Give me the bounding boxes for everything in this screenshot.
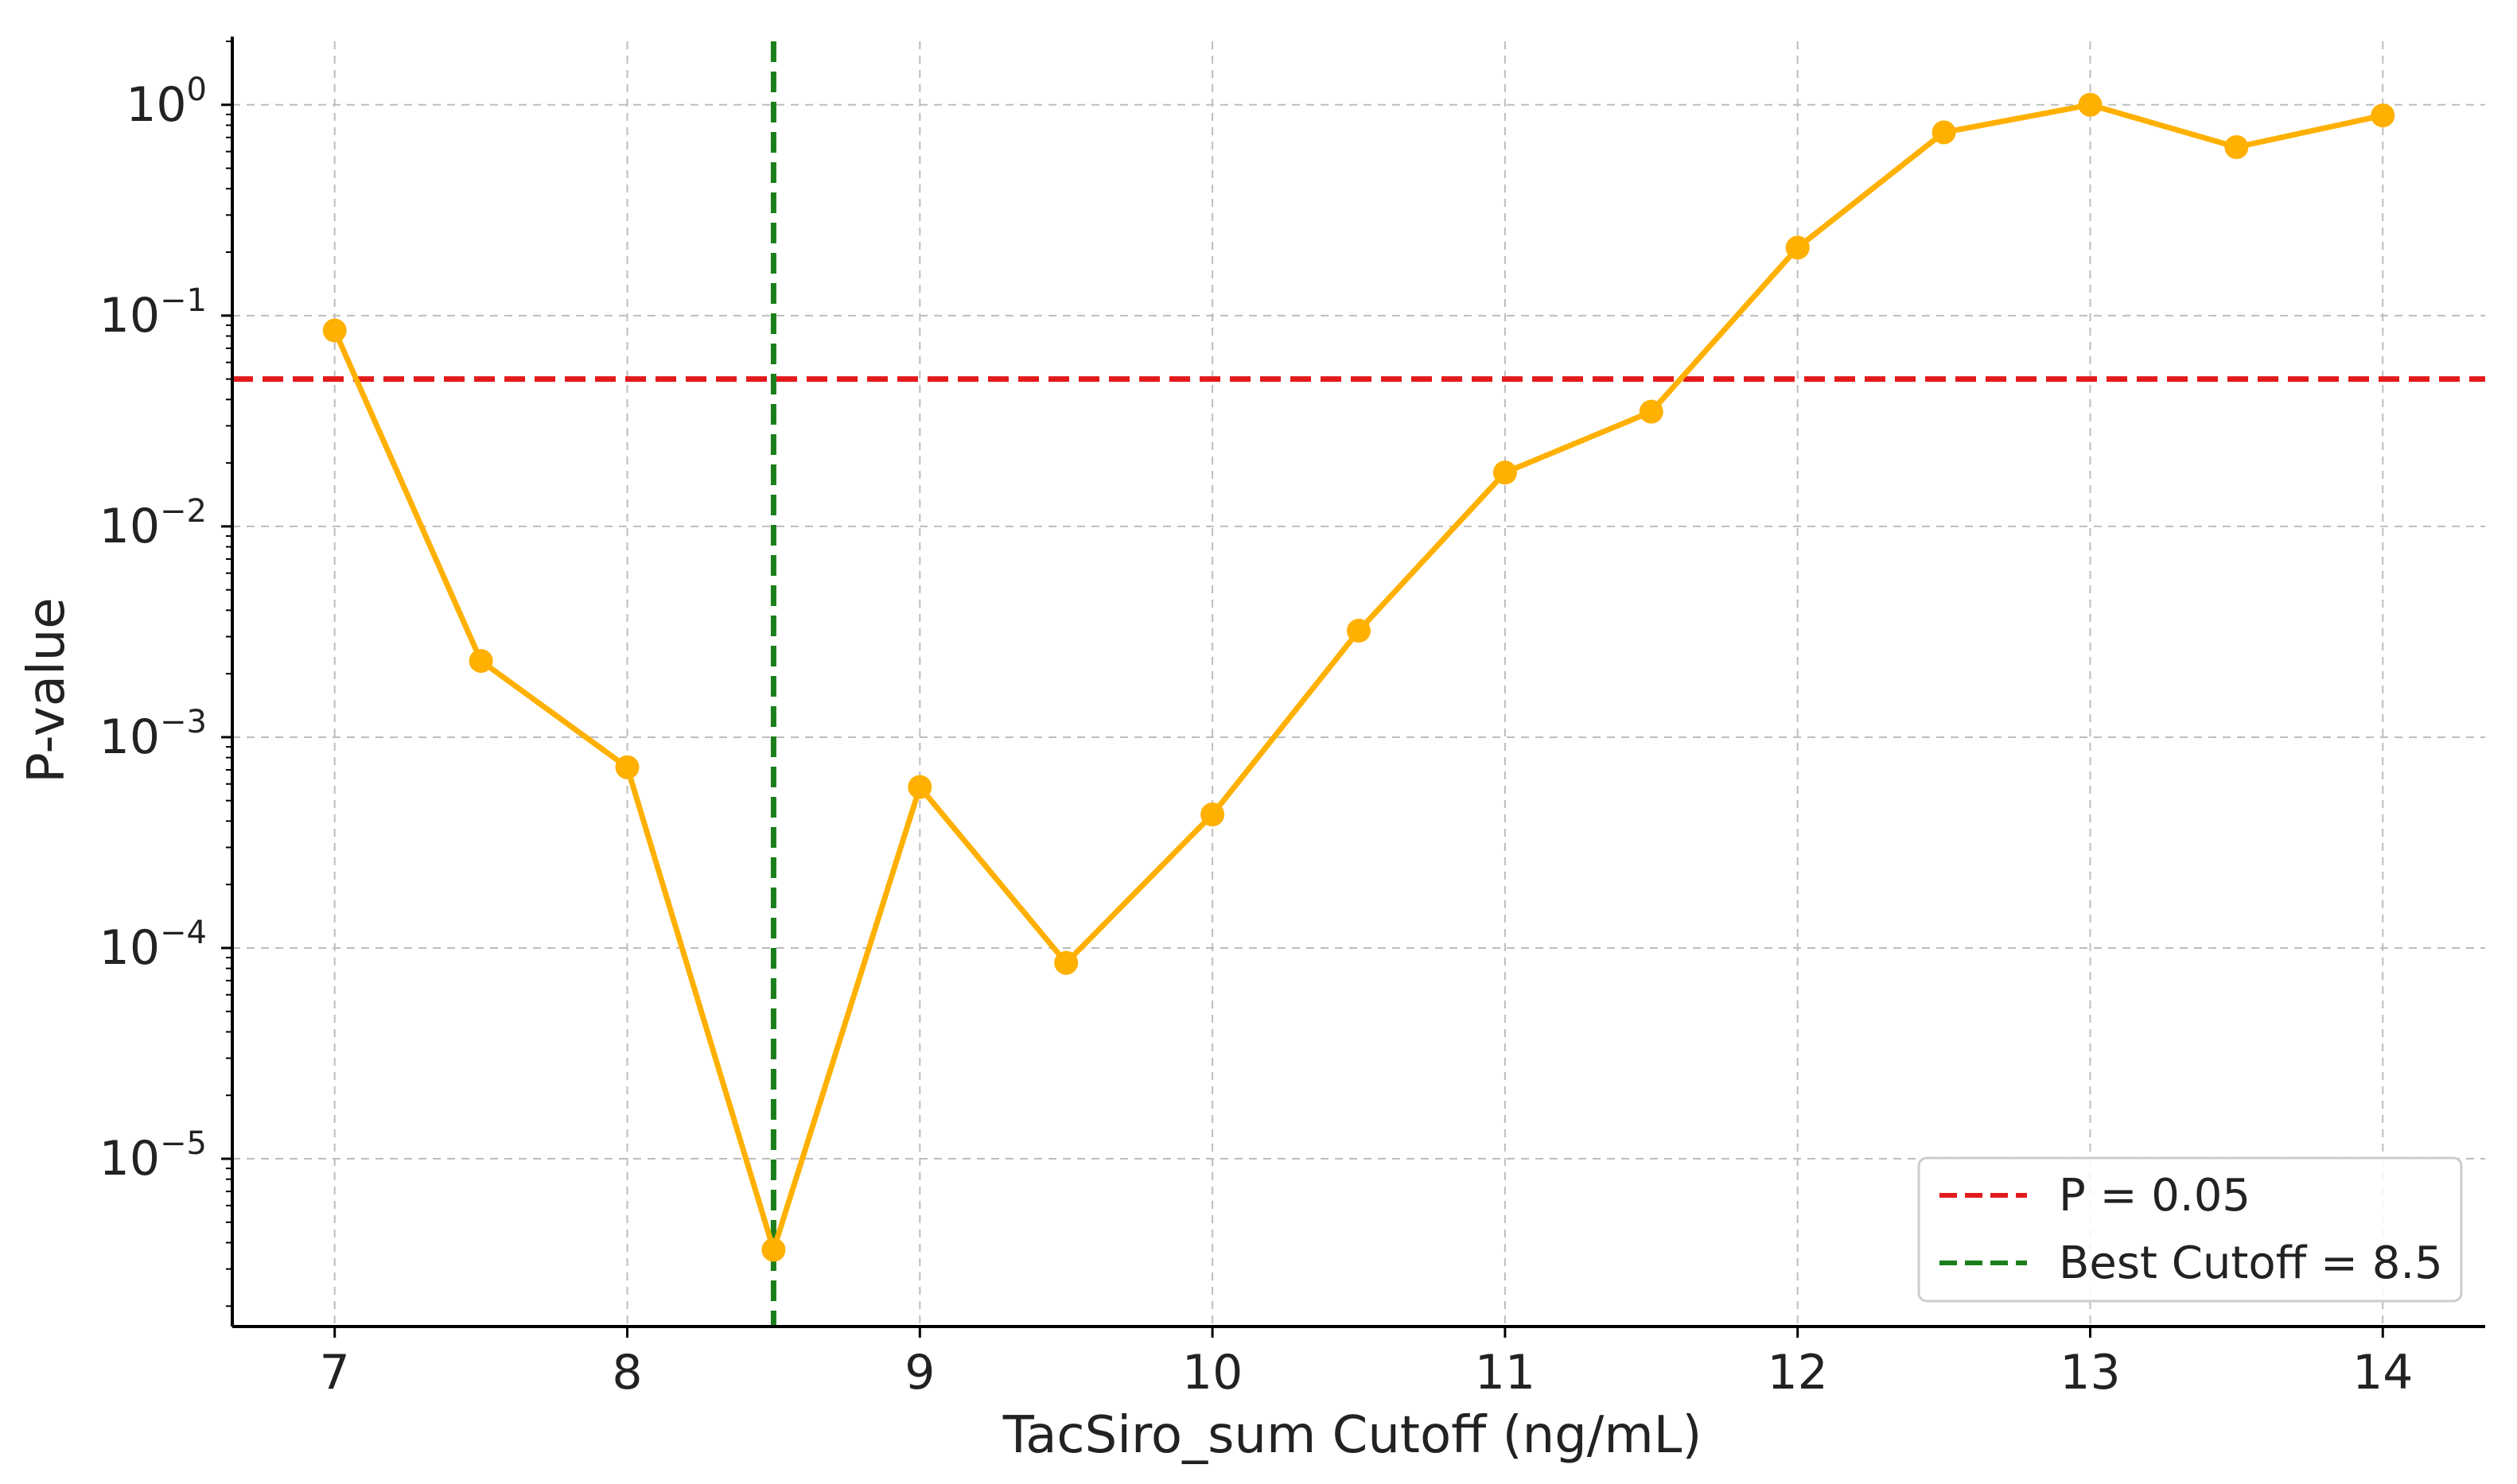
data-point — [908, 775, 932, 799]
data-point — [1054, 950, 1079, 975]
data-point — [1200, 802, 1225, 827]
y-tick-exponent: −1 — [160, 282, 207, 319]
grid — [232, 41, 2485, 1327]
y-tick-exponent: −5 — [160, 1125, 207, 1162]
x-tick-labels: 7 8 9 10 11 12 13 14 — [320, 1345, 2414, 1400]
data-point — [1785, 235, 1810, 260]
data-point — [1932, 120, 1956, 145]
x-tick-label: 8 — [612, 1345, 642, 1400]
y-tick-label: 10−5 — [99, 1125, 207, 1187]
y-tick-exponent: −2 — [160, 493, 207, 530]
data-point — [1492, 460, 1517, 485]
legend-box — [1917, 1156, 2463, 1303]
axes — [221, 37, 2485, 1338]
y-tick-exponent: 0 — [187, 72, 207, 108]
y-tick-base: 10 — [126, 77, 186, 133]
data-point — [322, 318, 347, 343]
legend: P = 0.05 Best Cutoff = 8.5 — [1917, 1156, 2463, 1303]
data-point — [761, 1237, 786, 1262]
reference-lines — [232, 41, 2485, 1327]
legend-label-p-threshold: P = 0.05 — [2059, 1170, 2251, 1222]
y-tick-base: 10 — [99, 1131, 160, 1187]
y-tick-base: 10 — [99, 288, 160, 344]
x-tick-label: 12 — [1768, 1345, 1828, 1400]
y-tick-base: 10 — [99, 499, 160, 554]
y-tick-label: 10−1 — [99, 282, 207, 344]
x-tick-label: 11 — [1475, 1345, 1535, 1400]
x-tick-label: 14 — [2352, 1345, 2413, 1400]
y-tick-exponent: −3 — [160, 704, 207, 740]
data-point — [1639, 399, 1663, 424]
y-tick-label: 100 — [126, 72, 207, 133]
x-tick-label: 7 — [320, 1345, 350, 1400]
data-point — [2224, 134, 2249, 159]
data-point — [1347, 619, 1371, 643]
y-axis-label: P-value — [18, 597, 76, 783]
y-tick-label: 10−3 — [99, 704, 207, 765]
data-point — [2078, 92, 2103, 117]
y-tick-label: 10−2 — [99, 493, 207, 554]
series — [322, 92, 2395, 1262]
y-tick-base: 10 — [99, 920, 160, 976]
data-point — [2371, 103, 2395, 128]
legend-label-best-cutoff: Best Cutoff = 8.5 — [2059, 1237, 2443, 1289]
data-point — [469, 649, 493, 674]
series-line — [332, 102, 2384, 1253]
y-tick-label: 10−4 — [99, 915, 207, 976]
x-tick-label: 10 — [1182, 1345, 1243, 1400]
x-tick-label: 9 — [904, 1345, 935, 1400]
x-tick-label: 13 — [2060, 1345, 2120, 1400]
y-tick-exponent: −4 — [160, 915, 207, 951]
y-tick-base: 10 — [99, 709, 160, 765]
x-axis-label: TacSiro_sum Cutoff (ng/mL) — [1002, 1406, 1702, 1465]
data-point — [615, 755, 640, 779]
